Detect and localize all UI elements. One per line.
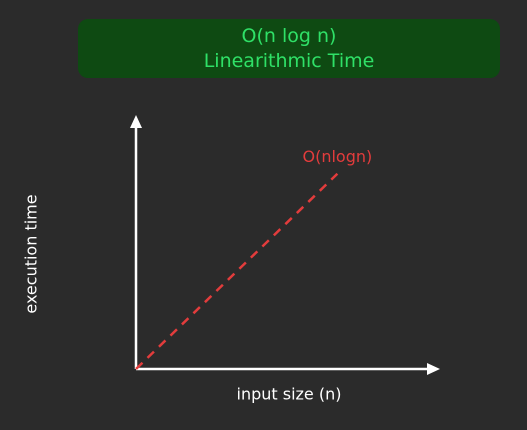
series-label-0: O(nlogn)	[302, 147, 372, 166]
y-axis-arrowhead	[130, 115, 142, 128]
chart-subtitle: Linearithmic Time	[203, 49, 375, 72]
series-layer: O(nlogn)	[135, 147, 372, 370]
x-axis-label: input size (n)	[236, 384, 342, 404]
x-axis-arrowhead	[427, 363, 440, 375]
title-banner: O(n log n) Linearithmic Time	[78, 19, 500, 78]
series-line-0	[135, 172, 339, 370]
y-axis-label: execution time	[21, 194, 41, 314]
axes	[130, 115, 440, 375]
chart-title: O(n log n)	[241, 24, 337, 47]
